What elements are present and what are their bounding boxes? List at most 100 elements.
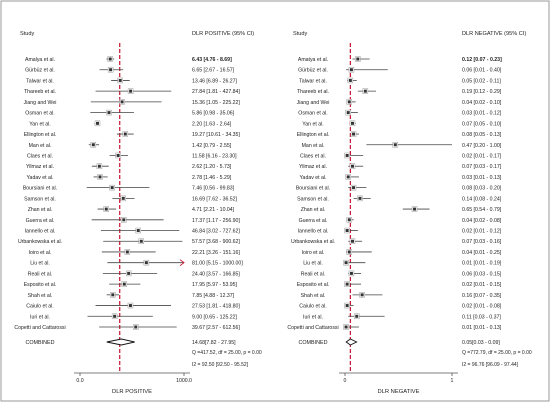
column-header-study: Study [20, 31, 35, 37]
study-label: Liu et al. [30, 261, 50, 267]
study-estimate: 0.02 [0.01 - 0.15] [462, 282, 502, 288]
study-point [344, 325, 348, 329]
study-label: Yan et al. [302, 121, 324, 127]
study-label: Gürbüz et al. [298, 68, 328, 74]
study-estimate: 0.14 [0.08 - 0.24] [462, 196, 502, 202]
study-label: Iannello et al. [298, 229, 329, 235]
study-point [118, 78, 122, 82]
study-estimate: 7.46 [0.56 - 99.83] [192, 186, 235, 192]
study-label: Guerra et al. [299, 218, 328, 224]
study-estimate: 0.02 [0.01 - 0.08] [462, 304, 502, 310]
study-point [129, 89, 133, 93]
study-point [120, 100, 124, 104]
study-point [139, 239, 143, 243]
study-point [345, 282, 349, 286]
study-estimate: 7.85 [4.88 - 12.37] [192, 293, 235, 299]
study-point [121, 196, 125, 200]
study-label: Claes et al. [300, 153, 326, 159]
study-estimate: 22.21 [3.26 - 151.16] [192, 250, 240, 256]
study-point [356, 57, 360, 61]
study-label: Esposito et al. [297, 282, 330, 288]
study-label: Copetti and Cattarossi [14, 325, 65, 331]
study-label: Yadav et al. [26, 175, 53, 181]
study-estimate: 0.05 [0.02 - 0.11] [462, 78, 501, 84]
study-point [104, 207, 108, 211]
study-estimate: 0.04 [0.01 - 0.25] [462, 250, 502, 256]
study-estimate: 5.86 [0.98 - 35.06] [192, 111, 235, 117]
study-point [413, 207, 417, 211]
study-point [127, 271, 131, 275]
study-point [136, 229, 140, 233]
study-label: Iuri et al. [30, 314, 50, 320]
study-label: Boursiani et al. [296, 186, 330, 192]
x-tick-label: 0 [344, 378, 347, 384]
study-estimate: 16.69 [7.62 - 36.52] [192, 196, 238, 202]
study-estimate: 0.03 [0.01 - 0.13] [462, 175, 502, 181]
study-point [91, 143, 95, 147]
study-estimate: 0.08 [0.03 - 0.20] [462, 186, 502, 192]
study-label: Iuri et al. [303, 314, 323, 320]
x-axis-title: DLR POSITIVE [112, 389, 152, 395]
column-header-estimate: DLR POSITIVE (95% CI) [192, 31, 254, 37]
study-estimate: 0.12 [0.07 - 0.23] [462, 57, 502, 63]
study-estimate: 1.42 [0.79 - 2.55] [192, 143, 232, 149]
study-label: Zhan et al. [28, 207, 53, 213]
study-point [349, 68, 353, 72]
study-estimate: 0.16 [0.07 - 0.35] [462, 293, 502, 299]
study-estimate: 4.71 [2.21 - 10.04] [192, 207, 235, 213]
study-point [393, 143, 397, 147]
study-estimate: 0.19 [0.12 - 0.29] [462, 89, 502, 95]
study-label: Osman et al. [25, 111, 54, 117]
study-label: Guerra et al. [26, 218, 55, 224]
study-point [125, 250, 129, 254]
study-point [122, 282, 126, 286]
study-point [345, 153, 349, 157]
study-label: Thareeb et al. [24, 89, 56, 95]
study-label: Claes et al. [27, 153, 53, 159]
study-label: Caiulo et al. [299, 304, 326, 310]
panel-dlr-positive: Study DLR POSITIVE (95% CI) Amalya et al. 6… [14, 31, 262, 395]
study-estimate: 0.07 [0.03 - 0.16] [462, 239, 502, 245]
study-estimate: 9.00 [0.65 - 125.22] [192, 314, 238, 320]
study-point [97, 164, 101, 168]
study-point [345, 229, 349, 233]
combined-label: COMBINED [25, 340, 54, 346]
study-point [111, 293, 115, 297]
x-tick-label: 1000.0 [176, 378, 192, 384]
study-point [360, 293, 364, 297]
study-point [98, 175, 102, 179]
study-label: Caiulo et al. [26, 304, 53, 310]
study-label: Ioiro et al. [302, 250, 325, 256]
study-estimate: 0.03 [0.01 - 0.12] [462, 111, 502, 117]
panel-dlr-negative: Study DLR NEGATIVE (95% CI) Amatya et al. 0… [287, 31, 532, 395]
study-estimate: 2.62 [1.20 - 5.73] [192, 164, 232, 170]
study-estimate: 17.95 [5.97 - 53.95] [192, 282, 238, 288]
study-point [352, 132, 356, 136]
study-label: Samson et al. [297, 196, 329, 202]
study-point [344, 261, 348, 265]
study-estimate: 81.00 [5.15 - 1000.00] [192, 261, 243, 267]
study-label: Copetti and Cattarossi [287, 325, 338, 331]
study-point [346, 111, 350, 115]
heterogeneity-i2: I2 = 96.76 [96.09 - 97.44] [462, 362, 519, 368]
column-header-study: Study [293, 31, 308, 37]
study-estimate: 0.65 [0.54 - 0.79] [462, 207, 502, 213]
x-tick-label: 0.0 [76, 378, 83, 384]
study-point [363, 89, 367, 93]
study-label: Thareeb et al. [297, 89, 329, 95]
study-point [347, 218, 351, 222]
study-estimate: 11.58 [6.16 - 23.30] [192, 153, 237, 159]
study-label: Boursiani et al. [23, 186, 57, 192]
study-point [345, 304, 349, 308]
study-point [347, 100, 351, 104]
study-estimate: 0.07 [0.05 - 0.10] [462, 121, 502, 127]
combined-estimate: 14.68[7.82 - 27.95] [192, 340, 236, 346]
study-label: Shah et al. [301, 293, 326, 299]
study-label: Amatya et al. [298, 57, 328, 63]
study-label: Urbankowska et al. [291, 239, 335, 245]
study-label: Talwar et al. [26, 78, 54, 84]
study-estimate: 0.01 [0.01 - 0.19] [462, 261, 502, 267]
study-estimate: 19.27 [10.61 - 34.35] [192, 132, 240, 138]
